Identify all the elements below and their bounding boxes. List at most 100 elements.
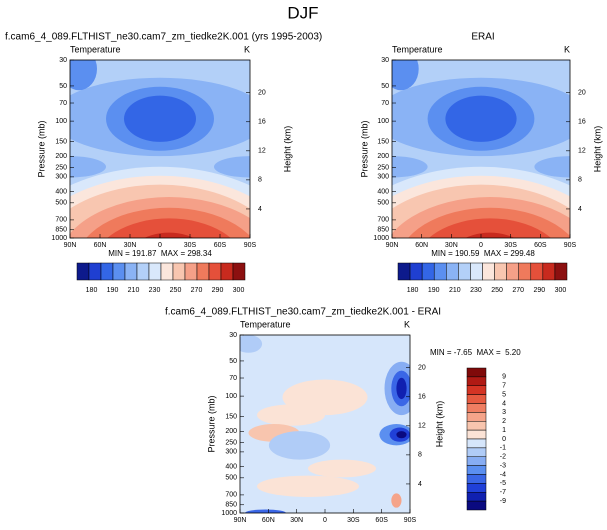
colorbar-label: 2 <box>502 418 506 425</box>
colorbar-box <box>76 262 90 281</box>
contour-fill <box>392 60 419 91</box>
contour-fill <box>391 493 402 508</box>
contour-fill <box>445 95 517 142</box>
x-tick-label: 90S <box>404 517 417 524</box>
colorbar-box <box>172 262 186 281</box>
colorbar-box <box>466 385 487 395</box>
colorbar-box <box>466 483 487 493</box>
y2-axis-label: Height (km) <box>282 126 292 173</box>
y-tick-label: 500 <box>377 200 389 207</box>
colorbar-label: 290 <box>533 287 545 294</box>
y2-tick-label: 8 <box>578 177 582 184</box>
y-tick-label: 150 <box>55 139 67 146</box>
y2-tick-label: 16 <box>418 394 426 401</box>
colorbar-label: 190 <box>107 287 119 294</box>
contour-fill <box>214 156 250 178</box>
colorbar-box <box>466 421 487 431</box>
variable-label: Temperature <box>240 319 291 329</box>
colorbar-box <box>220 262 234 281</box>
y2-tick-label: 16 <box>258 119 266 126</box>
contour-fill <box>396 431 407 439</box>
colorbar-box <box>88 262 102 281</box>
colorbar-box <box>530 262 544 281</box>
x-tick-label: 30N <box>445 242 458 249</box>
colorbar-box <box>542 262 556 281</box>
y-tick-label: 200 <box>55 153 67 160</box>
y-tick-label: 50 <box>229 358 237 365</box>
y-tick-label: 300 <box>377 174 389 181</box>
y-tick-label: 400 <box>377 188 389 195</box>
colorbar-box <box>466 376 487 386</box>
y2-tick-label: 8 <box>418 452 422 459</box>
colorbar-box <box>466 403 487 413</box>
y-tick-label: 70 <box>59 100 67 107</box>
contour-fill <box>465 232 515 238</box>
y-tick-label: 1000 <box>373 235 389 242</box>
panel-title: ERAI <box>471 32 494 43</box>
x-tick-label: 30S <box>347 517 360 524</box>
contour-fill <box>396 377 407 400</box>
y-tick-label: 70 <box>229 375 237 382</box>
colorbar-label: 180 <box>407 287 419 294</box>
colorbar-label: 270 <box>191 287 203 294</box>
y2-tick-label: 16 <box>578 119 586 126</box>
colorbar-box <box>466 465 487 475</box>
colorbar-box <box>148 262 162 281</box>
x-tick-label: 90N <box>386 242 399 249</box>
y2-tick-label: 4 <box>578 206 582 213</box>
colorbar-box <box>466 394 487 404</box>
y-tick-label: 30 <box>229 332 237 339</box>
y-tick-label: 300 <box>55 174 67 181</box>
x-tick-label: 60S <box>534 242 547 249</box>
colorbar-box <box>482 262 495 281</box>
x-tick-label: 0 <box>479 242 483 249</box>
colorbar-label: -5 <box>500 480 506 487</box>
colorbar-box <box>466 412 487 422</box>
colorbar-box <box>421 262 435 281</box>
colorbar-box <box>466 429 487 440</box>
y-tick-label: 100 <box>225 393 237 400</box>
contour-field <box>240 335 410 513</box>
colorbar-label: -7 <box>500 489 506 496</box>
y-tick-label: 100 <box>55 118 67 125</box>
units-label: K <box>404 319 410 329</box>
colorbar-box <box>466 438 487 449</box>
x-tick-label: 90S <box>244 242 257 249</box>
units-label: K <box>564 44 570 54</box>
panel-title: f.cam6_4_089.FLTHIST_ne30.cam7_zm_tiedke… <box>5 32 322 43</box>
x-tick-label: 90N <box>64 242 77 249</box>
contour-fill <box>245 509 286 513</box>
x-tick-label: 60N <box>262 517 275 524</box>
x-tick-label: 30S <box>184 242 197 249</box>
y2-axis-label: Height (km) <box>592 126 602 173</box>
y2-tick-label: 12 <box>418 423 426 430</box>
y-tick-label: 200 <box>377 153 389 160</box>
colorbar-label: 250 <box>170 287 182 294</box>
y-tick-label: 850 <box>55 227 67 234</box>
colorbar-box <box>397 262 411 281</box>
contour-fill <box>534 156 570 178</box>
colorbar-box <box>494 262 507 281</box>
colorbar-label: 230 <box>470 287 482 294</box>
colorbar-box <box>466 500 487 511</box>
figure-title: DJF <box>287 3 318 22</box>
y2-tick-label: 20 <box>578 90 586 97</box>
contour-fill <box>282 379 368 416</box>
colorbar-box <box>232 262 246 281</box>
contour-fill <box>70 60 97 91</box>
colorbar-box <box>466 492 487 502</box>
colorbar-box <box>160 262 174 281</box>
x-tick-label: 30N <box>124 242 137 249</box>
colorbar-label: 270 <box>512 287 524 294</box>
colorbar-box <box>466 447 487 457</box>
colorbar-box <box>112 262 126 281</box>
y2-tick-label: 12 <box>258 148 266 155</box>
contour-fill <box>392 156 428 178</box>
contour-fill <box>268 431 331 460</box>
contour-fill <box>257 475 359 497</box>
y2-tick-label: 4 <box>418 481 422 488</box>
colorbar-label: 300 <box>233 287 245 294</box>
x-tick-label: 0 <box>158 242 162 249</box>
colorbar-label: 290 <box>212 287 224 294</box>
x-tick-label: 90N <box>234 517 247 524</box>
